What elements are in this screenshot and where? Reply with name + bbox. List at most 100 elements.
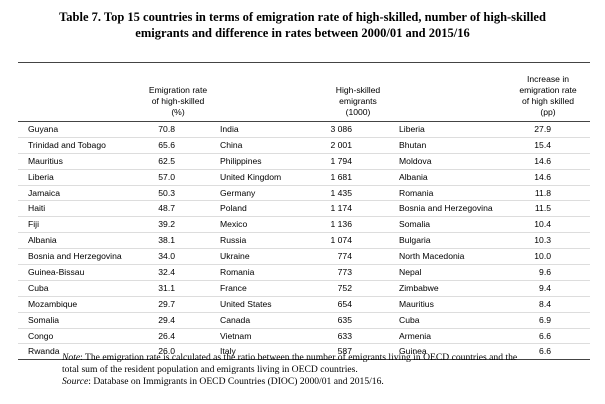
- value-cell: 774: [337, 251, 352, 262]
- header-line: emigrants: [339, 96, 377, 106]
- value-cell: 15.4: [534, 139, 551, 150]
- notes: Note: The emigration rate is calculated …: [62, 352, 532, 388]
- value-cell: 9.6: [539, 267, 551, 278]
- value-cell: 1 794: [330, 155, 352, 166]
- country-cell: Philippines: [220, 155, 262, 166]
- table-row: Cuba 31.1 France 752 Zimbabwe 9.4: [18, 281, 590, 297]
- value-cell: 654: [337, 298, 352, 309]
- value-cell: 50.3: [158, 187, 175, 198]
- country-cell: Liberia: [28, 171, 54, 182]
- table-title: Table 7. Top 15 countries in terms of em…: [0, 9, 605, 41]
- table-row: Jamaica 50.3 Germany 1 435 Romania 11.8: [18, 186, 590, 202]
- value-cell: 635: [337, 314, 352, 325]
- value-cell: 1 681: [330, 171, 352, 182]
- country-cell: Cuba: [28, 282, 49, 293]
- note-label: Note: [62, 352, 81, 363]
- value-cell: 48.7: [158, 203, 175, 214]
- value-cell: 1 435: [330, 187, 352, 198]
- source-label: Source: [62, 376, 89, 387]
- value-cell: 10.3: [534, 235, 551, 246]
- table-row: Rwanda 26.0 Italy 587 Guinea 6.6: [18, 344, 590, 359]
- country-cell: Germany: [220, 187, 256, 198]
- country-cell: Haiti: [28, 203, 46, 214]
- country-cell: Guyana: [28, 124, 59, 134]
- header-line: of high-skilled: [151, 96, 205, 106]
- value-cell: 3 086: [330, 124, 352, 134]
- value-cell: 6.9: [539, 314, 551, 325]
- table-row: Guyana 70.8 India 3 086 Liberia 27.9: [18, 122, 590, 138]
- country-cell: India: [220, 124, 239, 134]
- country-cell: Jamaica: [28, 187, 60, 198]
- value-cell: 38.1: [158, 235, 175, 246]
- country-cell: China: [220, 139, 243, 150]
- table: Emigration rate of high-skilled (%) High-sk…: [18, 62, 590, 361]
- header-line: Emigration rate: [148, 85, 208, 95]
- country-cell: Nepal: [399, 267, 422, 278]
- table-row: Mozambique 29.7 United States 654 Mauritius 8…: [18, 297, 590, 313]
- header-line: High-skilled: [335, 85, 381, 95]
- country-cell: Somalia: [399, 219, 431, 230]
- header-line: Increase in: [526, 74, 570, 84]
- value-cell: 9.4: [539, 282, 551, 293]
- value-cell: 65.6: [158, 139, 175, 150]
- value-cell: 11.8: [534, 187, 551, 198]
- value-cell: 773: [337, 267, 352, 278]
- country-cell: Bosnia and Herzegovina: [28, 251, 122, 262]
- value-cell: 70.8: [158, 124, 175, 134]
- value-cell: 31.1: [158, 282, 175, 293]
- table-row: Congo 26.4 Vietnam 633 Armenia 6.6: [18, 329, 590, 345]
- table-row: Liberia 57.0 United Kingdom 1 681 Albania 14.…: [18, 170, 590, 186]
- country-cell: Canada: [220, 314, 251, 325]
- country-cell: Guinea-Bissau: [28, 267, 85, 278]
- value-cell: 29.7: [158, 298, 175, 309]
- table-row: Somalia 29.4 Canada 635 Cuba 6.9: [18, 313, 590, 329]
- value-cell: 1 136: [330, 219, 352, 230]
- country-cell: Vietnam: [220, 330, 252, 341]
- value-cell: 57.0: [158, 171, 175, 182]
- country-cell: Romania: [220, 267, 255, 278]
- country-cell: Russia: [220, 235, 247, 246]
- country-cell: Somalia: [28, 314, 60, 325]
- country-cell: Mauritius: [28, 155, 63, 166]
- country-cell: Armenia: [399, 330, 431, 341]
- value-cell: 26.4: [158, 330, 175, 341]
- country-cell: Bhutan: [399, 139, 427, 150]
- value-cell: 27.9: [534, 124, 551, 134]
- country-cell: Bulgaria: [399, 235, 431, 246]
- country-cell: Mexico: [220, 219, 248, 230]
- value-cell: 10.0: [534, 251, 551, 262]
- country-cell: Guinea: [399, 346, 427, 357]
- country-cell: Albania: [399, 171, 428, 182]
- table-row: Trinidad and Tobago 65.6 China 2 001 Bhutan 1…: [18, 138, 590, 154]
- header-cell: Emigration rate of high-skilled (%): [123, 85, 233, 118]
- table-body: Guyana 70.8 India 3 086 Liberia 27.9 Trinidad …: [18, 122, 590, 359]
- table-row: Haiti 48.7 Poland 1 174 Bosnia and Herzegovi…: [18, 201, 590, 218]
- title-line: Table 7. Top 15 countries in terms of em…: [59, 10, 546, 24]
- value-cell: 14.6: [534, 171, 551, 182]
- country-cell: Romania: [399, 187, 434, 198]
- table-row: Fiji 39.2 Mexico 1 136 Somalia 10.4: [18, 217, 590, 234]
- source-text: : Database on Immigrants in OECD Countri…: [88, 376, 384, 387]
- header-line: of high skilled: [521, 96, 575, 106]
- value-cell: 62.5: [158, 155, 175, 166]
- value-cell: 752: [337, 282, 352, 293]
- country-cell: Fiji: [28, 219, 39, 230]
- table-row: Bosnia and Herzegovina 34.0 Ukraine 774 Nort…: [18, 249, 590, 266]
- value-cell: 29.4: [158, 314, 175, 325]
- country-cell: Mauritius: [399, 298, 434, 309]
- value-cell: 587: [337, 346, 352, 357]
- country-cell: Mozambique: [28, 298, 78, 309]
- value-cell: 11.5: [534, 203, 551, 214]
- country-cell: United States: [220, 298, 272, 309]
- title-line: emigrants and difference in rates betwee…: [135, 26, 470, 40]
- country-cell: United Kingdom: [220, 171, 282, 182]
- value-cell: 6.6: [539, 346, 551, 357]
- value-cell: 1 074: [330, 235, 352, 246]
- country-cell: Poland: [220, 203, 247, 214]
- table-row: Albania 38.1 Russia 1 074 Bulgaria 10.3: [18, 233, 590, 250]
- country-cell: Italy: [220, 346, 236, 357]
- value-cell: 10.4: [534, 219, 551, 230]
- value-cell: 6.6: [539, 330, 551, 341]
- country-cell: Zimbabwe: [399, 282, 439, 293]
